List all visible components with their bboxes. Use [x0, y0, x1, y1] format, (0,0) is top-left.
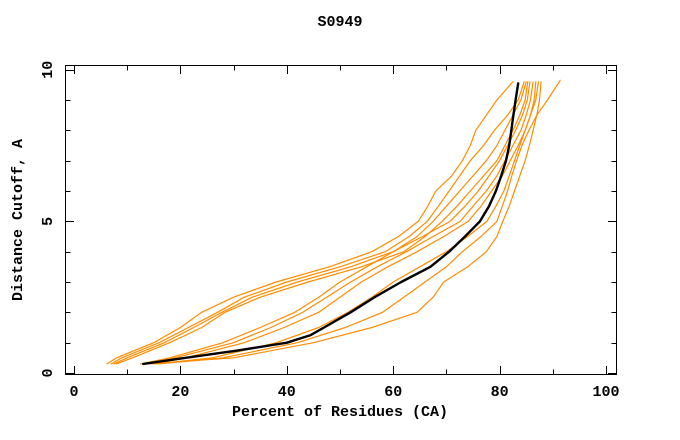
y-tick-label: 10: [40, 61, 57, 79]
axis-ticks: [66, 66, 616, 374]
x-tick-label: 80: [491, 384, 509, 401]
black-curve: [141, 82, 520, 366]
x-tick-label: 100: [592, 384, 619, 401]
orange-curve-5: [139, 81, 531, 365]
orange-curve-3: [113, 81, 527, 365]
chart-title: S0949: [317, 14, 362, 31]
x-tick-label: 20: [171, 384, 189, 401]
tick-labels: 0 20 40 60 80 100 0 5 10: [40, 61, 620, 401]
orange-curve-8: [155, 81, 540, 365]
x-axis-label: Percent of Residues (CA): [232, 404, 448, 421]
orange-curve-6: [145, 81, 534, 365]
orange-curve-1: [106, 81, 514, 365]
y-axis-label: Distance Cutoff, A: [10, 139, 27, 301]
y-tick-label: 0: [40, 368, 57, 377]
series-curves: [106, 79, 561, 366]
orange-curve-9: [158, 79, 561, 365]
orange-curve-2: [110, 81, 525, 365]
x-tick-label: 60: [384, 384, 402, 401]
plot-frame: [65, 65, 617, 375]
orange-curve-10: [147, 81, 542, 365]
x-tick-label: 40: [278, 384, 296, 401]
plot-border: [65, 65, 617, 375]
y-tick-label: 5: [40, 217, 57, 226]
x-tick-label: 0: [69, 384, 78, 401]
